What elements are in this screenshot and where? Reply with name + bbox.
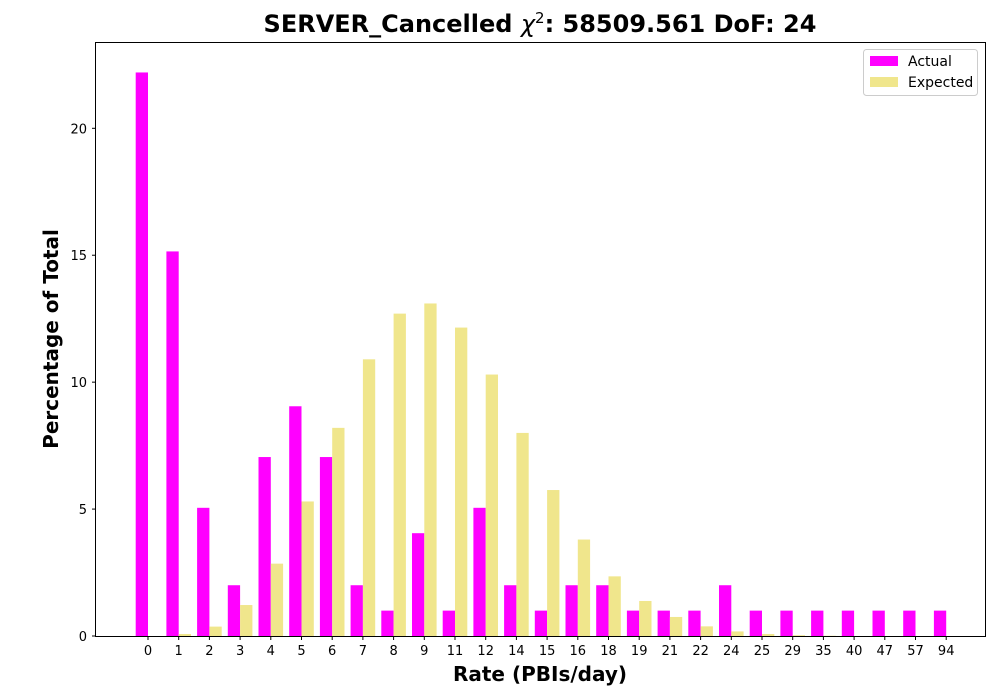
bar-expected-25 <box>762 633 775 636</box>
x-tick-label: 29 <box>784 644 801 659</box>
bar-expected-16 <box>577 539 591 636</box>
x-tick-label: 9 <box>420 644 428 659</box>
bar-expected-12 <box>485 374 498 636</box>
x-tick-label: 1 <box>175 644 183 659</box>
bar-actual-4 <box>258 457 271 636</box>
x-tick-label: 8 <box>389 644 397 659</box>
x-tick-label: 7 <box>359 644 367 659</box>
bar-actual-94 <box>933 610 947 636</box>
x-tick-label: 14 <box>508 644 525 659</box>
bar-expected-15 <box>547 490 560 636</box>
bar-expected-1 <box>178 633 191 636</box>
bar-expected-8 <box>393 313 406 636</box>
x-tick-label: 0 <box>144 644 152 659</box>
x-axis-label: Rate (PBIs/day) <box>453 662 627 686</box>
bar-actual-47 <box>872 610 885 636</box>
x-tick-label: 57 <box>907 644 924 659</box>
x-tick-label: 5 <box>297 644 305 659</box>
legend-label-actual: Actual <box>908 54 952 70</box>
bar-actual-35 <box>811 610 824 636</box>
legend-swatch-actual <box>870 56 898 66</box>
chart-title: SERVER_Cancelled χ2: 58509.561 DoF: 24 <box>264 9 817 38</box>
bar-actual-18 <box>596 585 609 636</box>
bar-actual-57 <box>903 610 916 636</box>
bar-actual-16 <box>565 585 578 636</box>
bar-expected-6 <box>332 427 345 636</box>
bar-expected-9 <box>424 303 437 636</box>
x-tick-label: 24 <box>723 644 740 659</box>
x-tick-label: 40 <box>846 644 863 659</box>
x-tick-label: 12 <box>477 644 494 659</box>
x-tick-label: 25 <box>754 644 771 659</box>
bar-actual-1 <box>166 251 179 637</box>
x-tick-label: 3 <box>236 644 244 659</box>
y-tick-label: 15 <box>70 249 87 264</box>
bar-expected-7 <box>362 359 376 636</box>
x-tick-label: 19 <box>631 644 648 659</box>
bar-actual-15 <box>534 610 548 636</box>
bar-expected-5 <box>301 501 314 636</box>
x-tick-label: 21 <box>662 644 679 659</box>
plot-frame <box>95 42 986 637</box>
bar-actual-9 <box>412 533 425 636</box>
bar-expected-19 <box>639 600 652 636</box>
legend-label-expected: Expected <box>908 75 973 91</box>
bar-actual-12 <box>473 507 486 636</box>
x-tick-label: 47 <box>877 644 894 659</box>
bar-expected-24 <box>731 631 744 636</box>
bar-actual-29 <box>780 610 793 636</box>
bar-expected-11 <box>455 327 468 636</box>
bar-actual-25 <box>749 610 762 636</box>
x-tick-label: 94 <box>938 644 955 659</box>
bar-expected-3 <box>240 605 253 636</box>
x-tick-label: 2 <box>205 644 213 659</box>
bar-actual-40 <box>841 610 855 636</box>
bar-actual-21 <box>657 610 670 636</box>
bar-expected-14 <box>516 432 529 636</box>
y-tick-label: 5 <box>79 503 87 518</box>
bars-group <box>135 72 947 637</box>
bar-actual-5 <box>289 406 302 636</box>
bar-expected-29 <box>792 635 805 636</box>
bar-actual-6 <box>319 457 333 636</box>
x-tick-label: 6 <box>328 644 336 659</box>
x-tick-label: 11 <box>447 644 464 659</box>
x-tick-label: 15 <box>539 644 556 659</box>
bar-actual-24 <box>719 585 732 636</box>
legend-swatch-expected <box>870 77 898 87</box>
x-axis-ticks: 0 1 2 3 4 5 6 7 8 9 11 12 14 15 16 18 19 21 22 24 25 29 35 40 47… <box>144 636 955 659</box>
legend: Actual Expected <box>863 49 978 96</box>
bar-expected-18 <box>608 576 621 636</box>
y-axis-label: Percentage of Total <box>39 229 63 449</box>
y-tick-label: 10 <box>70 376 87 391</box>
bar-expected-4 <box>270 563 284 636</box>
x-tick-label: 18 <box>600 644 617 659</box>
x-tick-label: 4 <box>267 644 275 659</box>
bar-expected-2 <box>209 626 222 636</box>
bar-actual-19 <box>626 610 640 636</box>
y-axis-ticks: 0 5 10 15 20 <box>70 122 96 645</box>
bar-actual-11 <box>442 610 455 636</box>
bar-actual-8 <box>381 610 394 636</box>
bar-expected-21 <box>669 616 683 636</box>
bar-actual-7 <box>350 585 363 636</box>
bar-actual-0 <box>135 72 148 636</box>
bar-actual-14 <box>504 585 517 636</box>
x-tick-label: 16 <box>570 644 587 659</box>
x-tick-label: 22 <box>692 644 709 659</box>
bar-actual-2 <box>197 507 210 636</box>
bar-actual-22 <box>688 610 701 636</box>
y-tick-label: 0 <box>79 630 87 645</box>
y-tick-label: 20 <box>70 122 87 137</box>
bar-expected-22 <box>700 626 713 636</box>
bar-actual-3 <box>227 585 241 636</box>
x-tick-label: 35 <box>815 644 832 659</box>
